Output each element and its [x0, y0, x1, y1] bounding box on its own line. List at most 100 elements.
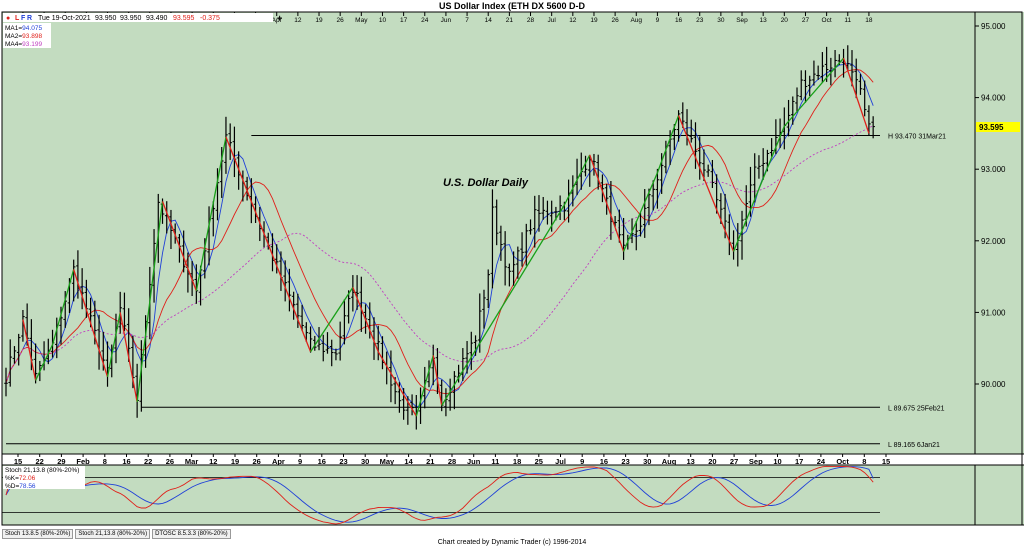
toolbar-letter-l[interactable]: L [15, 15, 20, 22]
price-bar [820, 52, 825, 83]
tab-stoch-13[interactable]: Stoch 13.8.5 (80%-20%) [2, 529, 74, 539]
price-bar [499, 225, 503, 261]
crosshair-icon[interactable]: + [277, 13, 282, 23]
price-bar [401, 388, 406, 420]
down-swing-line [842, 58, 870, 134]
date-tick-label: 13 [760, 17, 768, 24]
price-bar [871, 116, 875, 139]
up-swing-line [106, 312, 121, 377]
price-bar [537, 195, 541, 232]
date-tick-label-bottom: Sep [749, 457, 763, 466]
down-swing-line [377, 351, 417, 417]
up-swing-line [35, 344, 54, 381]
up-swing-line [415, 355, 434, 417]
price-bar [219, 147, 224, 198]
toolbar-letter-f[interactable]: F [21, 15, 26, 22]
date-tick-label-bottom: 18 [513, 457, 521, 466]
down-swing-line [677, 115, 735, 252]
date-tick-label-bottom: 16 [600, 457, 608, 466]
date-tick-label: 26 [337, 17, 345, 24]
price-bar [126, 308, 131, 362]
main-panel-background [2, 12, 975, 454]
date-tick-label-bottom: 13 [687, 457, 695, 466]
price-bar [532, 195, 537, 248]
price-tick-label: 93.000 [981, 165, 1006, 174]
date-tick-label-bottom: 30 [361, 457, 369, 466]
price-bar [740, 210, 744, 260]
price-tick-label: 92.000 [981, 237, 1006, 246]
price-bar [465, 341, 469, 374]
stochastic-header: Stoch 21,13.8 (80%-20%) [5, 467, 79, 474]
price-bar [490, 189, 495, 289]
price-tick-label: 94.000 [981, 94, 1006, 103]
date-tick-label-bottom: 28 [448, 457, 456, 466]
date-tick-label-bottom: 27 [730, 457, 738, 466]
price-bar [410, 394, 414, 416]
price-axis: 95.000 94.000 93.000 92.000 91.000 90.000 [975, 22, 1006, 389]
up-swing-line [310, 286, 354, 353]
quote-header: ● L F R Tue 19-Oct-2021 93.950 93.950 93… [3, 13, 282, 23]
up-swing-line [656, 115, 680, 174]
price-tick-label: 90.000 [981, 380, 1006, 389]
date-tick-label-bottom: 9 [298, 457, 302, 466]
price-bar [867, 105, 871, 136]
price-tick-label: 91.000 [981, 308, 1006, 317]
chart-annotation: U.S. Dollar Daily [443, 177, 529, 189]
price-levels: H 93.470 31Mar21 L 89.675 25Feb21 L 89.165… [6, 134, 946, 449]
price-bar [456, 364, 461, 383]
price-bar [545, 200, 550, 225]
stoch-d-legend: %D=78.56 [5, 483, 36, 490]
date-tick-label: 21 [506, 17, 514, 24]
date-tick-label: 14 [485, 17, 493, 24]
price-bar [799, 70, 804, 101]
date-tick-label-bottom: 26 [253, 457, 261, 466]
price-level-label: L 89.165 6Jan21 [888, 442, 940, 449]
price-bar [528, 219, 533, 235]
price-bar [714, 174, 719, 214]
date-tick-label: 23 [696, 17, 704, 24]
price-bar [604, 183, 609, 215]
price-bar [346, 290, 351, 324]
stoch-k-legend: %K=72.06 [5, 475, 36, 482]
price-bar [312, 335, 317, 351]
price-bar [376, 325, 381, 361]
price-bar [482, 289, 486, 329]
price-bar [33, 343, 38, 384]
price-bar [524, 223, 529, 266]
ma1-legend: MA1=94.075 [5, 25, 42, 32]
date-tick-label-bottom: Mar [185, 457, 198, 466]
price-bar [854, 58, 859, 99]
price-bar [850, 50, 854, 87]
date-tick-label-bottom: Oct [836, 457, 849, 466]
date-tick-label: 24 [421, 17, 429, 24]
date-tick-label-bottom: 26 [166, 457, 174, 466]
series-ma4-line [5, 125, 874, 384]
price-bar [291, 291, 296, 320]
stochastic-indicator [2, 465, 880, 525]
date-tick-label-bottom: Apr [272, 457, 285, 466]
price-bar [287, 268, 292, 312]
price-bar [334, 348, 338, 361]
date-tick-label-bottom: Jul [555, 457, 566, 466]
up-swing-line [136, 201, 164, 402]
date-tick-label: 20 [781, 17, 789, 24]
price-bar [824, 46, 829, 82]
price-bar [325, 332, 330, 354]
footer-credit: Chart created by Dynamic Trader (c) 1996… [437, 539, 587, 546]
down-swing-line [73, 269, 109, 378]
down-swing-line [161, 201, 197, 292]
date-tick-label-bottom: 9 [580, 457, 584, 466]
up-swing-line [783, 57, 845, 127]
down-swing-line [432, 355, 443, 406]
date-tick-label: Apr [272, 17, 283, 24]
price-bar [342, 299, 347, 345]
down-swing-line [119, 312, 138, 403]
price-bar [829, 57, 833, 86]
quote-change: -0.375 [200, 15, 220, 22]
tab-stoch-21[interactable]: Stoch 21,13.8 (80%-20%) [75, 529, 151, 539]
indicator-tabs: Stoch 13.8.5 (80%-20%) Stoch 21,13.8 (80… [2, 529, 231, 539]
quote-date: Tue 19-Oct-2021 [38, 15, 91, 22]
toolbar-letter-r[interactable]: R [27, 15, 32, 22]
tab-dtosc[interactable]: DTOSC 8.5.3.3 (80%-20%) [152, 529, 231, 539]
